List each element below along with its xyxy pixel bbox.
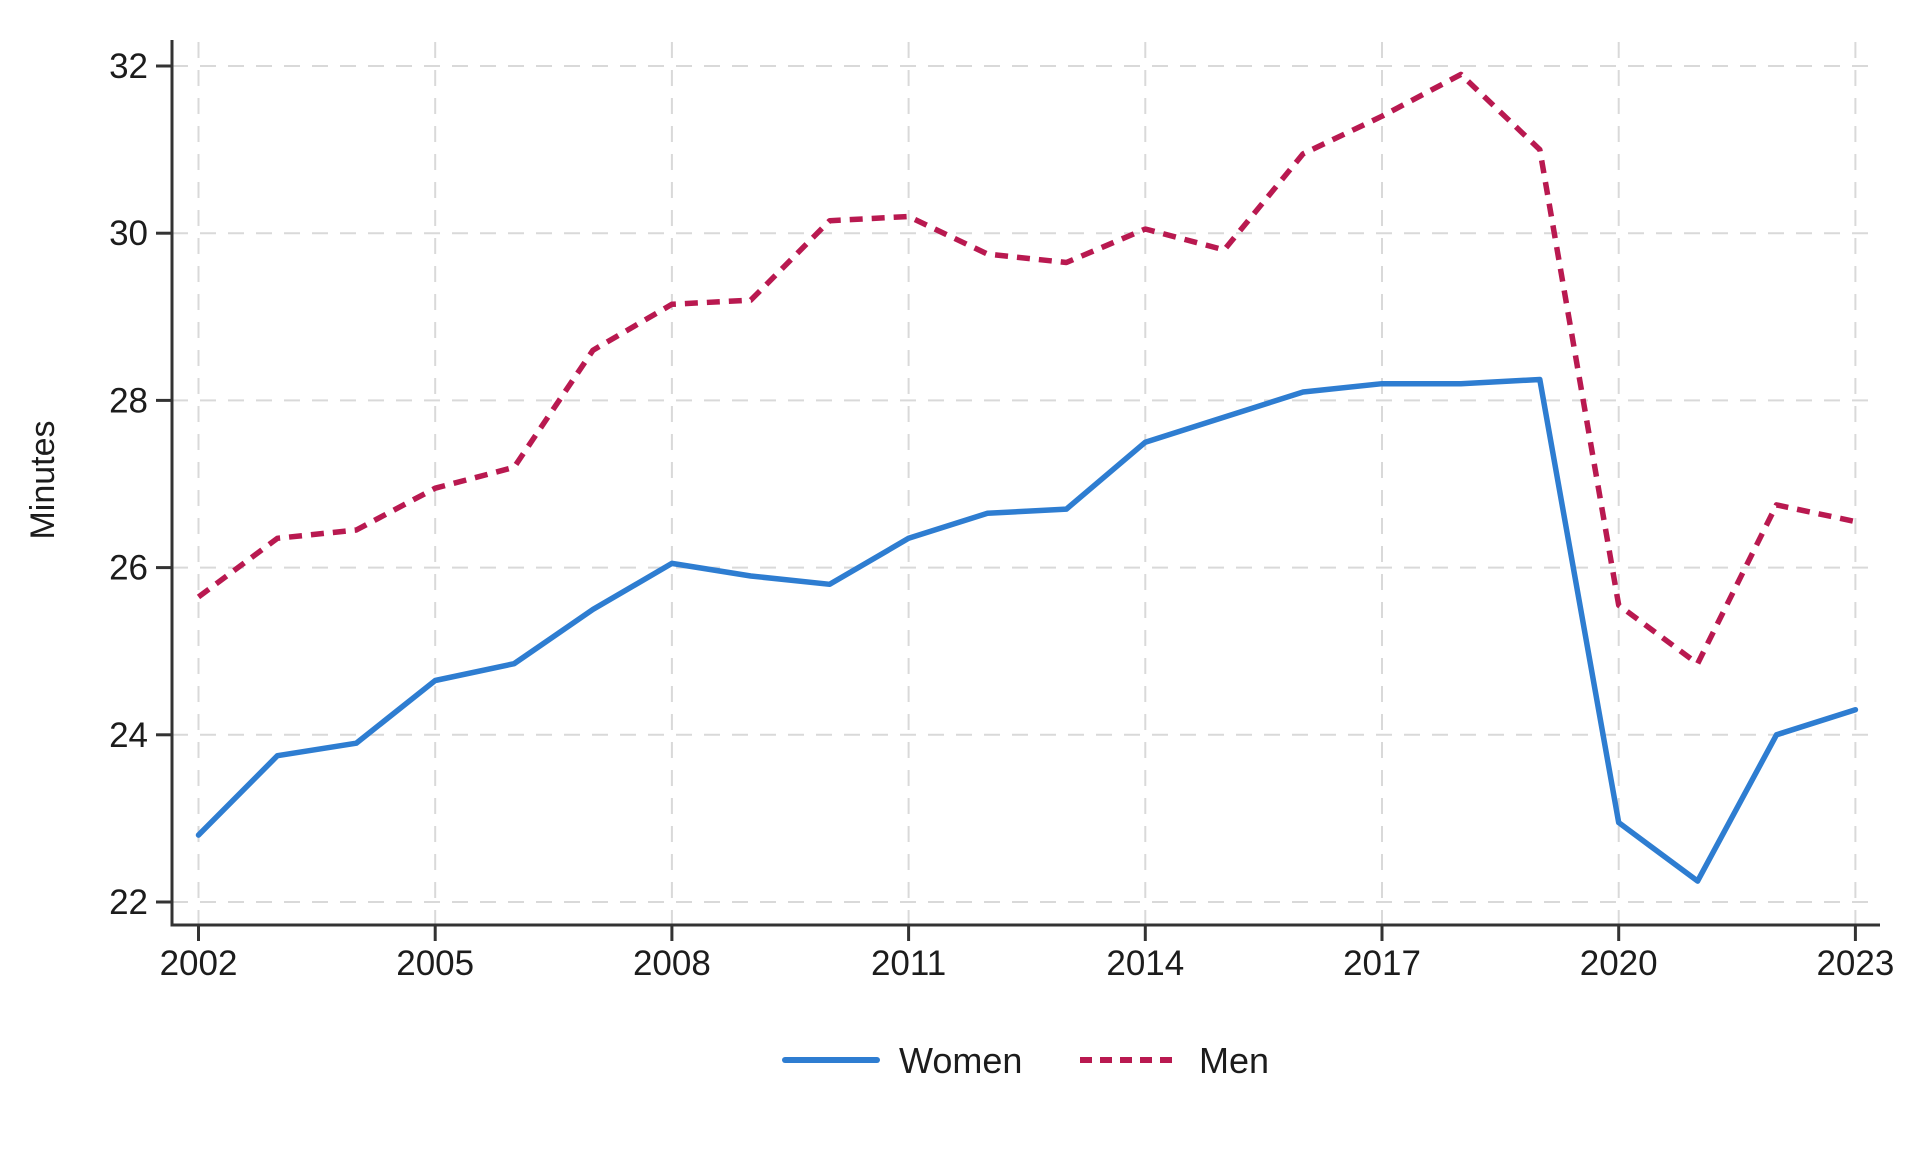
y-tick-label: 32 <box>109 47 148 86</box>
legend: Women Men <box>782 1040 1269 1081</box>
y-tick-label: 26 <box>109 549 148 588</box>
x-tick-label: 2002 <box>160 944 238 983</box>
y-tick-label: 30 <box>109 214 148 253</box>
x-tick-label: 2005 <box>396 944 474 983</box>
women-line <box>195 376 1859 884</box>
x-tick-label: 2014 <box>1106 944 1184 983</box>
x-tick-label: 2020 <box>1580 944 1658 983</box>
men-line <box>196 71 1856 667</box>
x-tick-label: 2011 <box>871 944 946 983</box>
x-tick-label: 2023 <box>1816 944 1894 983</box>
series-lines <box>195 71 1859 884</box>
legend-label-women: Women <box>899 1040 1022 1081</box>
legend-label-men: Men <box>1199 1040 1269 1081</box>
x-tick-label: 2008 <box>633 944 711 983</box>
y-tick-label: 24 <box>109 716 148 755</box>
gridlines <box>172 42 1880 925</box>
tick-labels: 22 24 26 28 30 32 2002 2005 2008 2011 2014 2017 2020… <box>109 47 1894 983</box>
x-tick-label: 2017 <box>1343 944 1421 983</box>
y-axis-title: Minutes <box>24 420 62 539</box>
axes <box>156 40 1880 941</box>
y-tick-label: 28 <box>109 381 148 420</box>
y-tick-label: 22 <box>109 883 148 922</box>
